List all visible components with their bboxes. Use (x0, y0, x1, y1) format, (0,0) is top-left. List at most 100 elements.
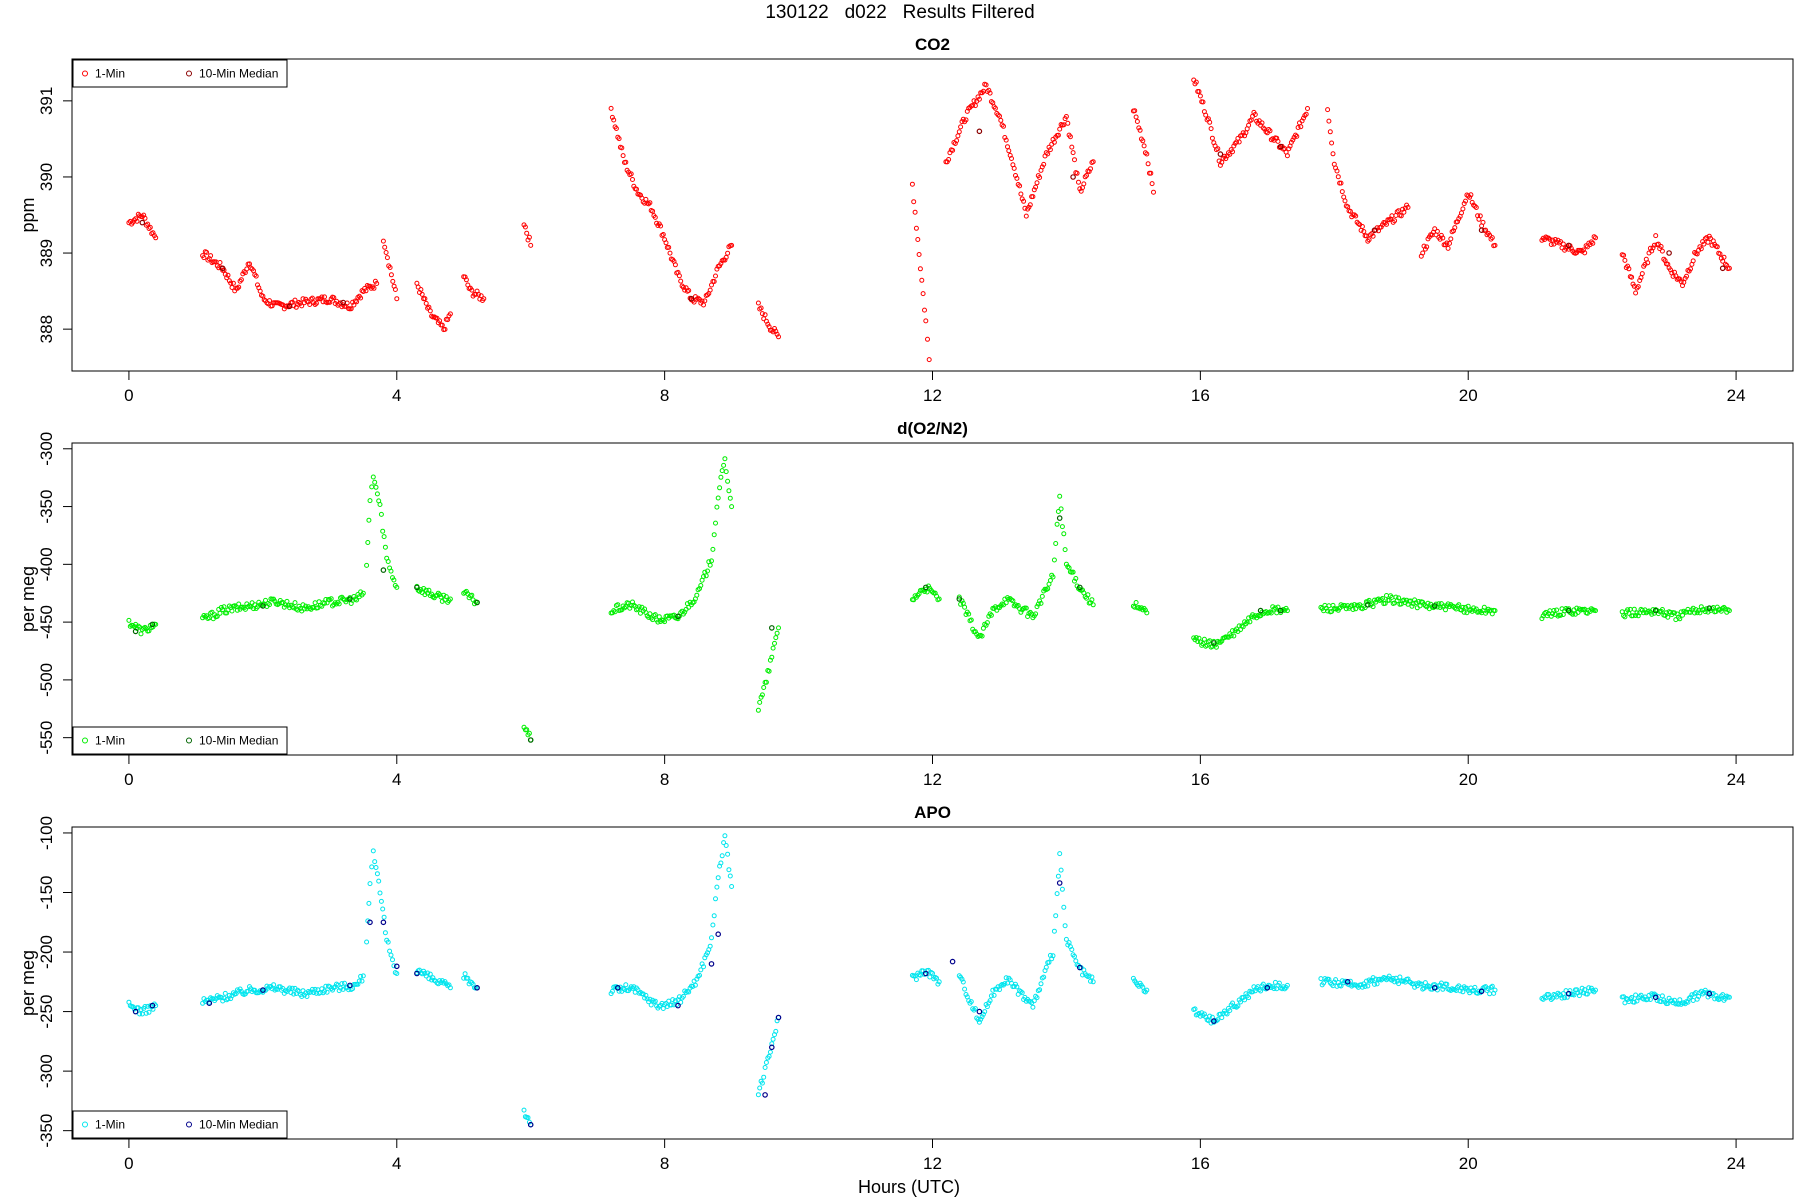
data-point (959, 119, 965, 125)
data-point (946, 157, 952, 162)
data-point (1013, 981, 1018, 987)
data-point (443, 594, 449, 600)
data-point (1382, 600, 1388, 606)
data-point (646, 201, 652, 207)
data-point (1548, 613, 1554, 619)
data-point (1238, 999, 1243, 1005)
data-point (1230, 628, 1235, 634)
data-point (338, 985, 343, 991)
data-point (292, 297, 298, 303)
data-point (1347, 604, 1353, 610)
x-tick-label: 12 (923, 1154, 942, 1173)
data-point (697, 972, 702, 978)
data-point (1326, 118, 1332, 124)
data-point (620, 153, 626, 159)
median-point (1056, 880, 1063, 886)
median-point (1277, 143, 1284, 150)
data-point (723, 843, 729, 848)
data-point (142, 215, 148, 221)
data-point (963, 117, 969, 123)
data-point (342, 980, 347, 986)
legend-label: 10-Min Median (199, 67, 278, 81)
data-point (1473, 205, 1479, 210)
data-point (660, 232, 666, 237)
data-point (1333, 977, 1339, 983)
data-point (1361, 229, 1367, 234)
data-point (711, 279, 717, 284)
data-point (382, 930, 388, 936)
data-point (388, 272, 394, 278)
data-point (1481, 604, 1487, 610)
data-point (425, 970, 431, 976)
data-point (1085, 592, 1091, 598)
data-point (220, 607, 226, 612)
data-point (267, 602, 272, 608)
data-point (959, 976, 965, 982)
data-point (1057, 126, 1063, 132)
data-point (390, 957, 395, 963)
data-point (678, 999, 684, 1005)
data-point (418, 287, 424, 292)
data-point (1284, 153, 1290, 159)
data-point (759, 311, 765, 317)
data-point (387, 265, 393, 270)
data-point (759, 1080, 765, 1086)
data-point (934, 975, 939, 981)
data-point (374, 281, 380, 286)
data-point (757, 1085, 763, 1091)
data-point (1714, 604, 1720, 610)
data-point (1366, 237, 1372, 243)
legend-marker (186, 737, 192, 744)
data-point (1443, 607, 1448, 613)
data-point (991, 992, 997, 998)
data-point (774, 331, 780, 337)
data-point (526, 234, 532, 240)
data-point (617, 984, 623, 990)
y-tick-label: -550 (37, 721, 56, 755)
data-point (955, 133, 961, 139)
data-point (1072, 578, 1077, 584)
data-point (281, 306, 287, 312)
data-point (423, 300, 429, 306)
data-point (1587, 242, 1593, 248)
legend-marker (186, 1121, 192, 1128)
data-point (1425, 600, 1431, 606)
data-point (1301, 115, 1306, 121)
data-point (979, 1014, 985, 1020)
data-point (1284, 982, 1290, 988)
data-point (615, 602, 621, 608)
data-point (1477, 608, 1483, 614)
data-point (331, 295, 337, 301)
data-point (962, 986, 968, 992)
data-point (1590, 240, 1596, 246)
data-point (1009, 156, 1014, 161)
y-tick-label: -300 (37, 1054, 56, 1088)
data-point (354, 597, 360, 603)
data-point (322, 988, 327, 994)
y-tick-label: -500 (37, 663, 56, 697)
data-point (1424, 244, 1430, 250)
data-point (1721, 254, 1727, 260)
data-point (313, 300, 319, 306)
data-point (718, 474, 724, 480)
data-point (608, 105, 614, 111)
data-point (634, 186, 639, 192)
data-point (1341, 194, 1347, 200)
data-point (1141, 143, 1147, 149)
data-point (1370, 604, 1376, 610)
data-point (984, 620, 990, 626)
data-point (429, 591, 435, 597)
data-point (692, 982, 698, 988)
data-point (374, 871, 380, 877)
data-point (717, 485, 723, 491)
data-point (630, 177, 635, 182)
data-point (217, 260, 223, 265)
data-point (134, 626, 140, 631)
data-point (1318, 976, 1324, 982)
data-point (1422, 980, 1428, 986)
data-point (1208, 126, 1214, 132)
plot-frame (71, 826, 1794, 1140)
data-point (655, 619, 661, 625)
data-point (987, 90, 993, 96)
data-point (711, 913, 717, 919)
